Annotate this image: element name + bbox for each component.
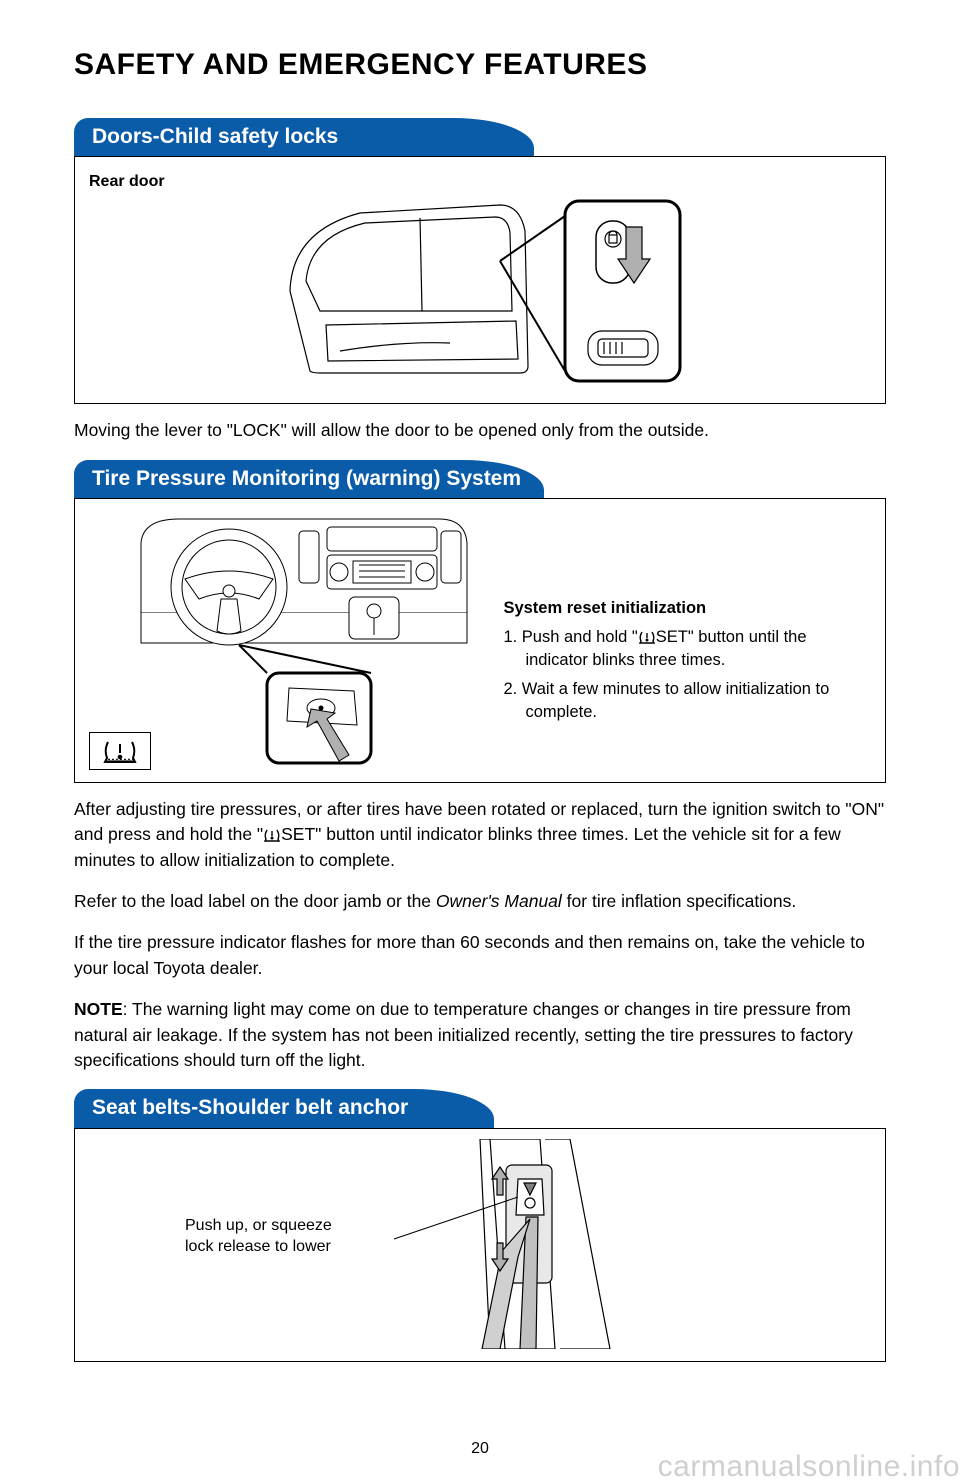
seatbelt-caption: Push up, or squeeze lock release to lowe… [185,1215,332,1258]
tpms-reset-steps: System reset initialization 1. Push and … [503,597,853,730]
tpms-warning-icon [100,738,140,764]
tpms-step-1: 1. Push and hold "SET" button until the … [503,626,853,672]
watermark: carmanualsonline.info [658,1450,960,1484]
tpms-paragraph-2: Refer to the load label on the door jamb… [74,889,886,914]
tpms-symbol-icon [263,828,281,842]
section-header-child-locks: Doors-Child safety locks [74,118,534,156]
tpms-dashboard-illustration [139,513,469,768]
rear-door-label: Rear door [89,173,165,191]
tpms-step-2: 2. Wait a few minutes to allow initializ… [503,678,853,724]
rear-door-illustration [270,191,690,391]
child-lock-description: Moving the lever to "LOCK" will allow th… [74,418,886,443]
tpms-paragraph-4: NOTE: The warning light may come on due … [74,997,886,1073]
tpms-symbol-icon [638,630,656,644]
section-header-seatbelt: Seat belts-Shoulder belt anchor [74,1089,494,1127]
figure-child-locks: Rear door [74,156,886,404]
tpms-reset-heading: System reset initialization [503,597,853,620]
section-header-tpms: Tire Pressure Monitoring (warning) Syste… [74,460,544,498]
tpms-paragraph-3: If the tire pressure indicator flashes f… [74,930,886,981]
tpms-warning-icon-box [89,732,151,770]
figure-seatbelt: Push up, or squeeze lock release to lowe… [74,1128,886,1362]
figure-tpms: System reset initialization 1. Push and … [74,498,886,783]
page-title: SAFETY AND EMERGENCY FEATURES [74,48,886,82]
tpms-paragraph-1: After adjusting tire pressures, or after… [74,797,886,873]
